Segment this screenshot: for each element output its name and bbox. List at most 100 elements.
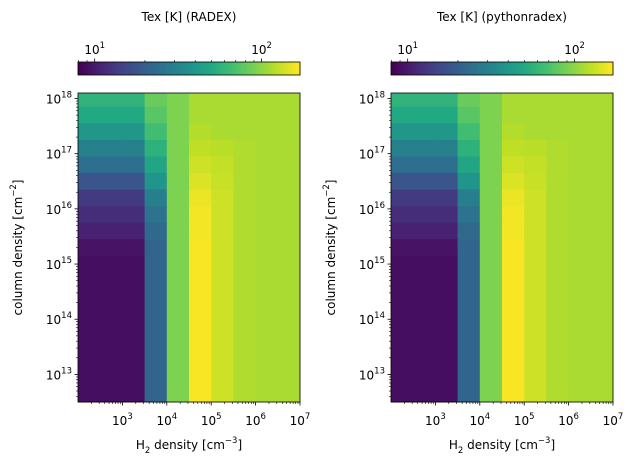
heatmap-cell: [166, 239, 190, 257]
colorbar-segment: [201, 62, 204, 75]
colorbar-segment: [395, 62, 398, 75]
heatmap-cell: [502, 156, 525, 174]
heatmap-cell: [211, 388, 234, 403]
heatmap-cell: [590, 156, 614, 174]
colorbar-segment: [94, 62, 97, 75]
heatmap-cell: [233, 93, 257, 108]
heatmap-cell: [391, 360, 414, 389]
heatmap-cell: [233, 239, 257, 257]
heatmap-cell: [78, 277, 101, 306]
heatmap-cell: [568, 123, 592, 141]
heatmap-cell: [255, 239, 279, 257]
heatmap-cell: [435, 93, 459, 108]
heatmap-cell: [391, 305, 414, 334]
heatmap-cell: [78, 93, 101, 108]
colorbar-segment: [174, 62, 178, 75]
heatmap-cell: [255, 360, 279, 389]
panel-radex: Tex [K] (RADEX) 101 102 103 104 105 106 107 1013…: [9, 10, 310, 456]
heatmap-cell: [457, 93, 481, 108]
heatmap-cell: [255, 305, 279, 334]
heatmap-cell: [189, 333, 212, 362]
heatmap-cell: [255, 333, 279, 362]
colorbar-segment: [534, 62, 537, 75]
colorbar-segment: [110, 62, 113, 75]
heatmap-cell: [122, 106, 146, 124]
heatmap-cell: [233, 277, 257, 306]
colorbar-segment: [221, 62, 224, 75]
y-tick-label: 1013: [46, 366, 72, 382]
heatmap-cell: [122, 360, 146, 389]
heatmap-cell: [524, 206, 547, 224]
colorbar-segment: [154, 62, 158, 75]
colorbar-segment: [441, 62, 445, 75]
colorbar-segment: [588, 62, 592, 75]
heatmap-cell: [457, 360, 481, 389]
colorbar-segment: [138, 62, 142, 75]
colorbar-segment: [401, 62, 404, 75]
colorbar-segment: [243, 62, 247, 75]
colorbar-segment: [598, 62, 602, 75]
heatmap-cell: [144, 305, 168, 334]
colorbar-segment: [229, 62, 232, 75]
colorbar-segment: [506, 62, 509, 75]
heatmap-cell: [122, 156, 146, 174]
heatmap-cell: [391, 156, 414, 174]
heatmap-cell: [435, 222, 459, 240]
heatmap-cell: [435, 333, 459, 362]
colorbar-segment: [114, 62, 117, 75]
heatmap-cell: [479, 106, 503, 124]
heatmap-cell: [413, 388, 436, 403]
heatmap-cell: [255, 106, 279, 124]
heatmap-cell: [524, 156, 547, 174]
heatmap-cell: [166, 255, 190, 279]
colorbar-segment: [610, 62, 614, 75]
colorbar-segment: [291, 62, 295, 75]
colorbar-segment: [427, 62, 430, 75]
heatmap-cell: [100, 239, 123, 257]
heatmap-cell: [255, 277, 279, 306]
heatmap-cell: [546, 239, 570, 257]
heatmap-cell: [479, 277, 503, 306]
heatmap-cell: [502, 93, 525, 108]
colorbar-segment: [213, 62, 216, 75]
heatmap-cell: [391, 333, 414, 362]
heatmap-cell: [524, 106, 547, 124]
heatmap-cell: [435, 305, 459, 334]
colorbar-segment: [485, 62, 489, 75]
heatmap-cell: [479, 360, 503, 389]
heatmap-cell: [100, 189, 123, 207]
heatmap-cell: [144, 123, 168, 141]
heatmap-cell: [435, 139, 459, 157]
heatmap-cell: [166, 277, 190, 306]
colorbar-segment: [269, 62, 273, 75]
heatmap-cell: [144, 333, 168, 362]
heatmap-cell: [568, 277, 592, 306]
y-tick-label: 1014: [359, 311, 385, 327]
colorbar-segment: [459, 62, 463, 75]
colorbar-segment: [413, 62, 416, 75]
heatmap-cell: [211, 277, 234, 306]
heatmap-cell: [546, 305, 570, 334]
x-tick-label: 103: [112, 412, 133, 428]
colorbar-segment: [235, 62, 239, 75]
heatmap-cell: [568, 189, 592, 207]
heatmap-cell: [546, 388, 570, 403]
heatmap-cell: [233, 206, 257, 224]
colorbar-segment: [195, 62, 198, 75]
colorbar-segment: [602, 62, 606, 75]
colorbar-segment: [122, 62, 126, 75]
heatmap-cell: [502, 123, 525, 141]
heatmap-cell: [277, 222, 301, 240]
colorbar-segment: [574, 62, 578, 75]
colorbar-segment: [150, 62, 154, 75]
colorbar-segment: [433, 62, 436, 75]
heatmap-cell: [590, 189, 614, 207]
heatmap-cell: [413, 333, 436, 362]
colorbar-segment: [596, 62, 600, 75]
heatmap-cell: [233, 139, 257, 157]
heatmap-cell: [166, 123, 190, 141]
heatmap-cell: [546, 173, 570, 191]
heatmap-cell: [568, 255, 592, 279]
colorbar-segment: [483, 62, 487, 75]
colorbar-segment: [495, 62, 499, 75]
